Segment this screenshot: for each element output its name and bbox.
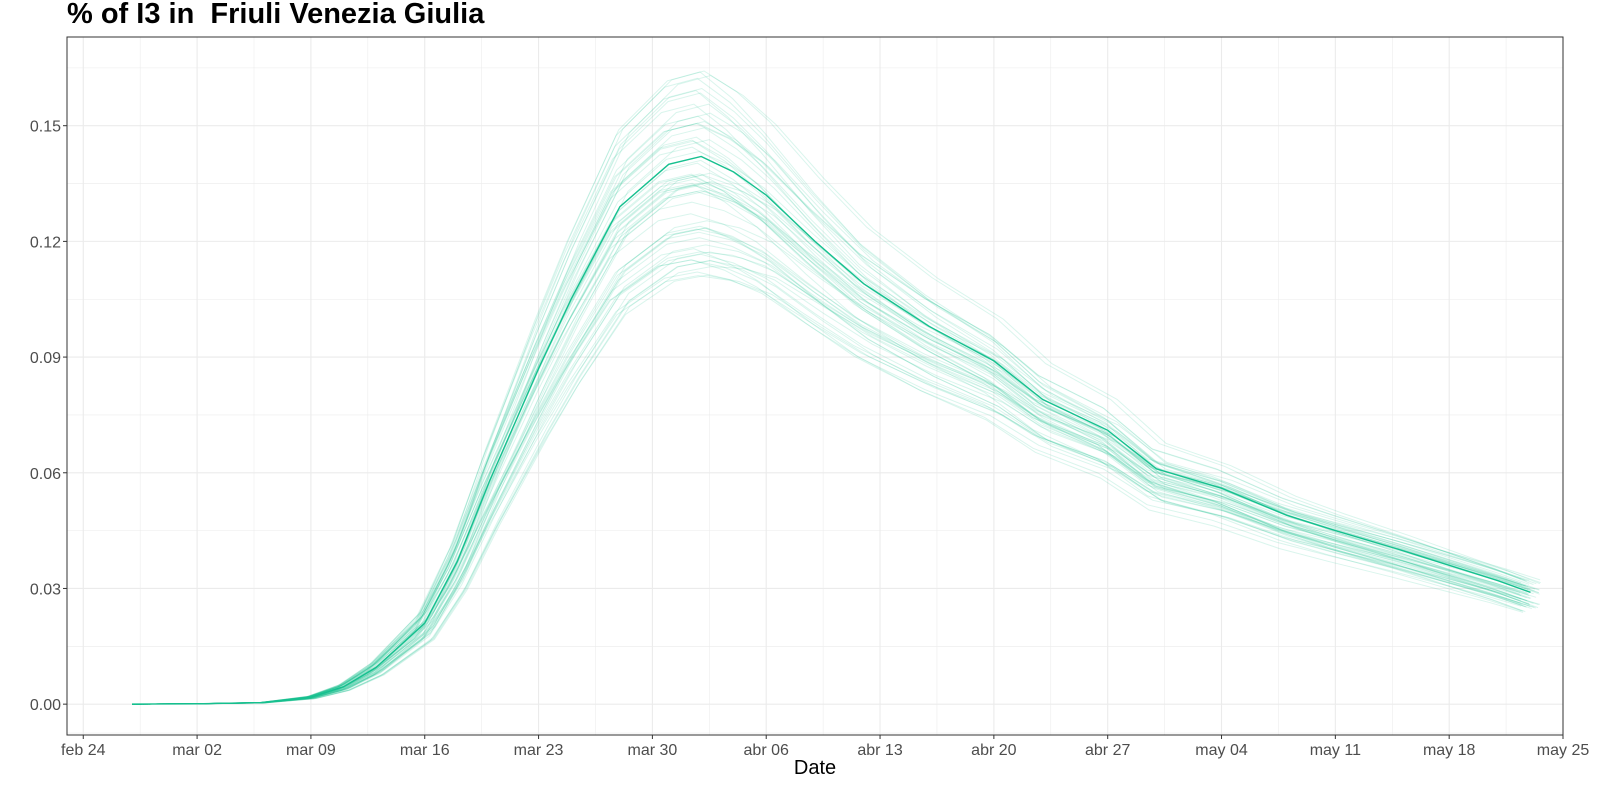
simulation-run-line (131, 174, 1532, 705)
simulation-runs (131, 70, 1541, 705)
simulation-run-line (131, 159, 1531, 705)
simulation-run-line (131, 227, 1535, 705)
simulation-run-line (131, 251, 1530, 705)
simulation-run-line (131, 146, 1522, 705)
simulation-run-line (131, 275, 1528, 705)
simulation-run-line (131, 251, 1540, 705)
simulation-run-line (131, 189, 1531, 705)
simulation-run-line (131, 248, 1524, 705)
simulation-run-line (131, 185, 1528, 705)
simulation-run-line (131, 228, 1527, 705)
x-tick-label: mar 23 (514, 742, 564, 759)
x-tick-label: mar 30 (627, 742, 677, 759)
x-axis: feb 24 mar 02 mar 09 mar 16 mar 23 mar 30 abr … (61, 735, 1589, 759)
simulation-run-line (131, 274, 1537, 705)
x-tick-label: abr 20 (971, 742, 1016, 759)
simulation-run-line (131, 103, 1524, 705)
simulation-run-line (131, 182, 1530, 705)
simulation-run-line (131, 201, 1522, 705)
simulation-run-line (131, 139, 1539, 705)
x-tick-label: mar 09 (286, 742, 336, 759)
x-tick-label: abr 27 (1085, 742, 1130, 759)
chart-title: % of I3 in Friuli Venezia Giulia (67, 0, 485, 30)
simulation-run-line (131, 74, 1541, 705)
simulation-run-line (131, 103, 1539, 705)
x-tick-label: abr 13 (857, 742, 902, 759)
minor-gridlines (67, 37, 1563, 735)
x-tick-label: abr 06 (744, 742, 789, 759)
y-tick-label: 0.09 (30, 350, 61, 367)
simulation-run-line (131, 220, 1537, 705)
simulation-run-line (131, 139, 1522, 705)
x-tick-label: mar 16 (400, 742, 450, 759)
simulation-run-line (131, 259, 1521, 705)
y-tick-label: 0.12 (30, 234, 61, 251)
x-tick-label: may 18 (1423, 742, 1476, 759)
y-tick-label: 0.03 (30, 581, 61, 598)
x-tick-label: may 04 (1195, 742, 1248, 759)
x-axis-title: Date (794, 757, 836, 779)
simulation-run-line (131, 244, 1536, 705)
simulation-run-line (131, 178, 1523, 705)
simulation-run-line (131, 213, 1521, 705)
x-tick-label: may 11 (1310, 742, 1361, 759)
simulation-run-line (131, 92, 1530, 705)
simulation-run-line (131, 174, 1522, 705)
y-tick-label: 0.00 (30, 697, 61, 714)
simulation-run-line (131, 260, 1539, 705)
simulation-run-line (131, 231, 1529, 705)
simulation-run-line (131, 237, 1529, 705)
simulation-run-line (131, 172, 1540, 705)
simulation-run-line (131, 77, 1527, 705)
simulation-run-line (131, 271, 1527, 705)
simulation-run-line (131, 150, 1529, 705)
simulation-run-line (131, 120, 1534, 705)
simulation-run-line (131, 227, 1536, 705)
y-tick-label: 0.15 (30, 119, 61, 136)
simulation-run-line (131, 181, 1541, 705)
x-tick-label: mar 02 (172, 742, 222, 759)
x-tick-label: may 25 (1537, 742, 1590, 759)
simulation-run-line (131, 140, 1523, 705)
simulation-run-line (131, 115, 1528, 705)
simulation-run-line (131, 173, 1521, 705)
panel-border (66, 36, 1564, 736)
simulation-run-line (131, 225, 1530, 705)
simulation-run-line (131, 259, 1541, 705)
simulation-run-line (131, 184, 1522, 705)
simulation-run-line (131, 162, 1527, 705)
simulation-run-line (131, 71, 1530, 705)
x-tick-label: feb 24 (61, 742, 106, 759)
median-series (131, 155, 1531, 705)
simulation-run-line (131, 122, 1528, 705)
simulation-run-line (131, 136, 1526, 705)
simulation-run-line (131, 87, 1532, 705)
simulation-run-line (131, 123, 1526, 705)
simulation-run-line (131, 266, 1541, 705)
y-tick-label: 0.06 (30, 466, 61, 483)
simulation-run-line (131, 190, 1535, 705)
simulation-run-line (131, 70, 1534, 705)
major-gridlines (67, 37, 1564, 735)
y-axis: 0.00 0.03 0.06 0.09 0.12 0.15 (30, 119, 67, 714)
simulation-run-line (131, 173, 1530, 705)
simulation-run-line (131, 182, 1522, 705)
median-line (131, 155, 1531, 705)
simulation-run-line (131, 89, 1526, 705)
simulation-run-line (131, 112, 1540, 705)
simulation-run-line (131, 253, 1531, 705)
simulation-run-line (131, 259, 1522, 705)
